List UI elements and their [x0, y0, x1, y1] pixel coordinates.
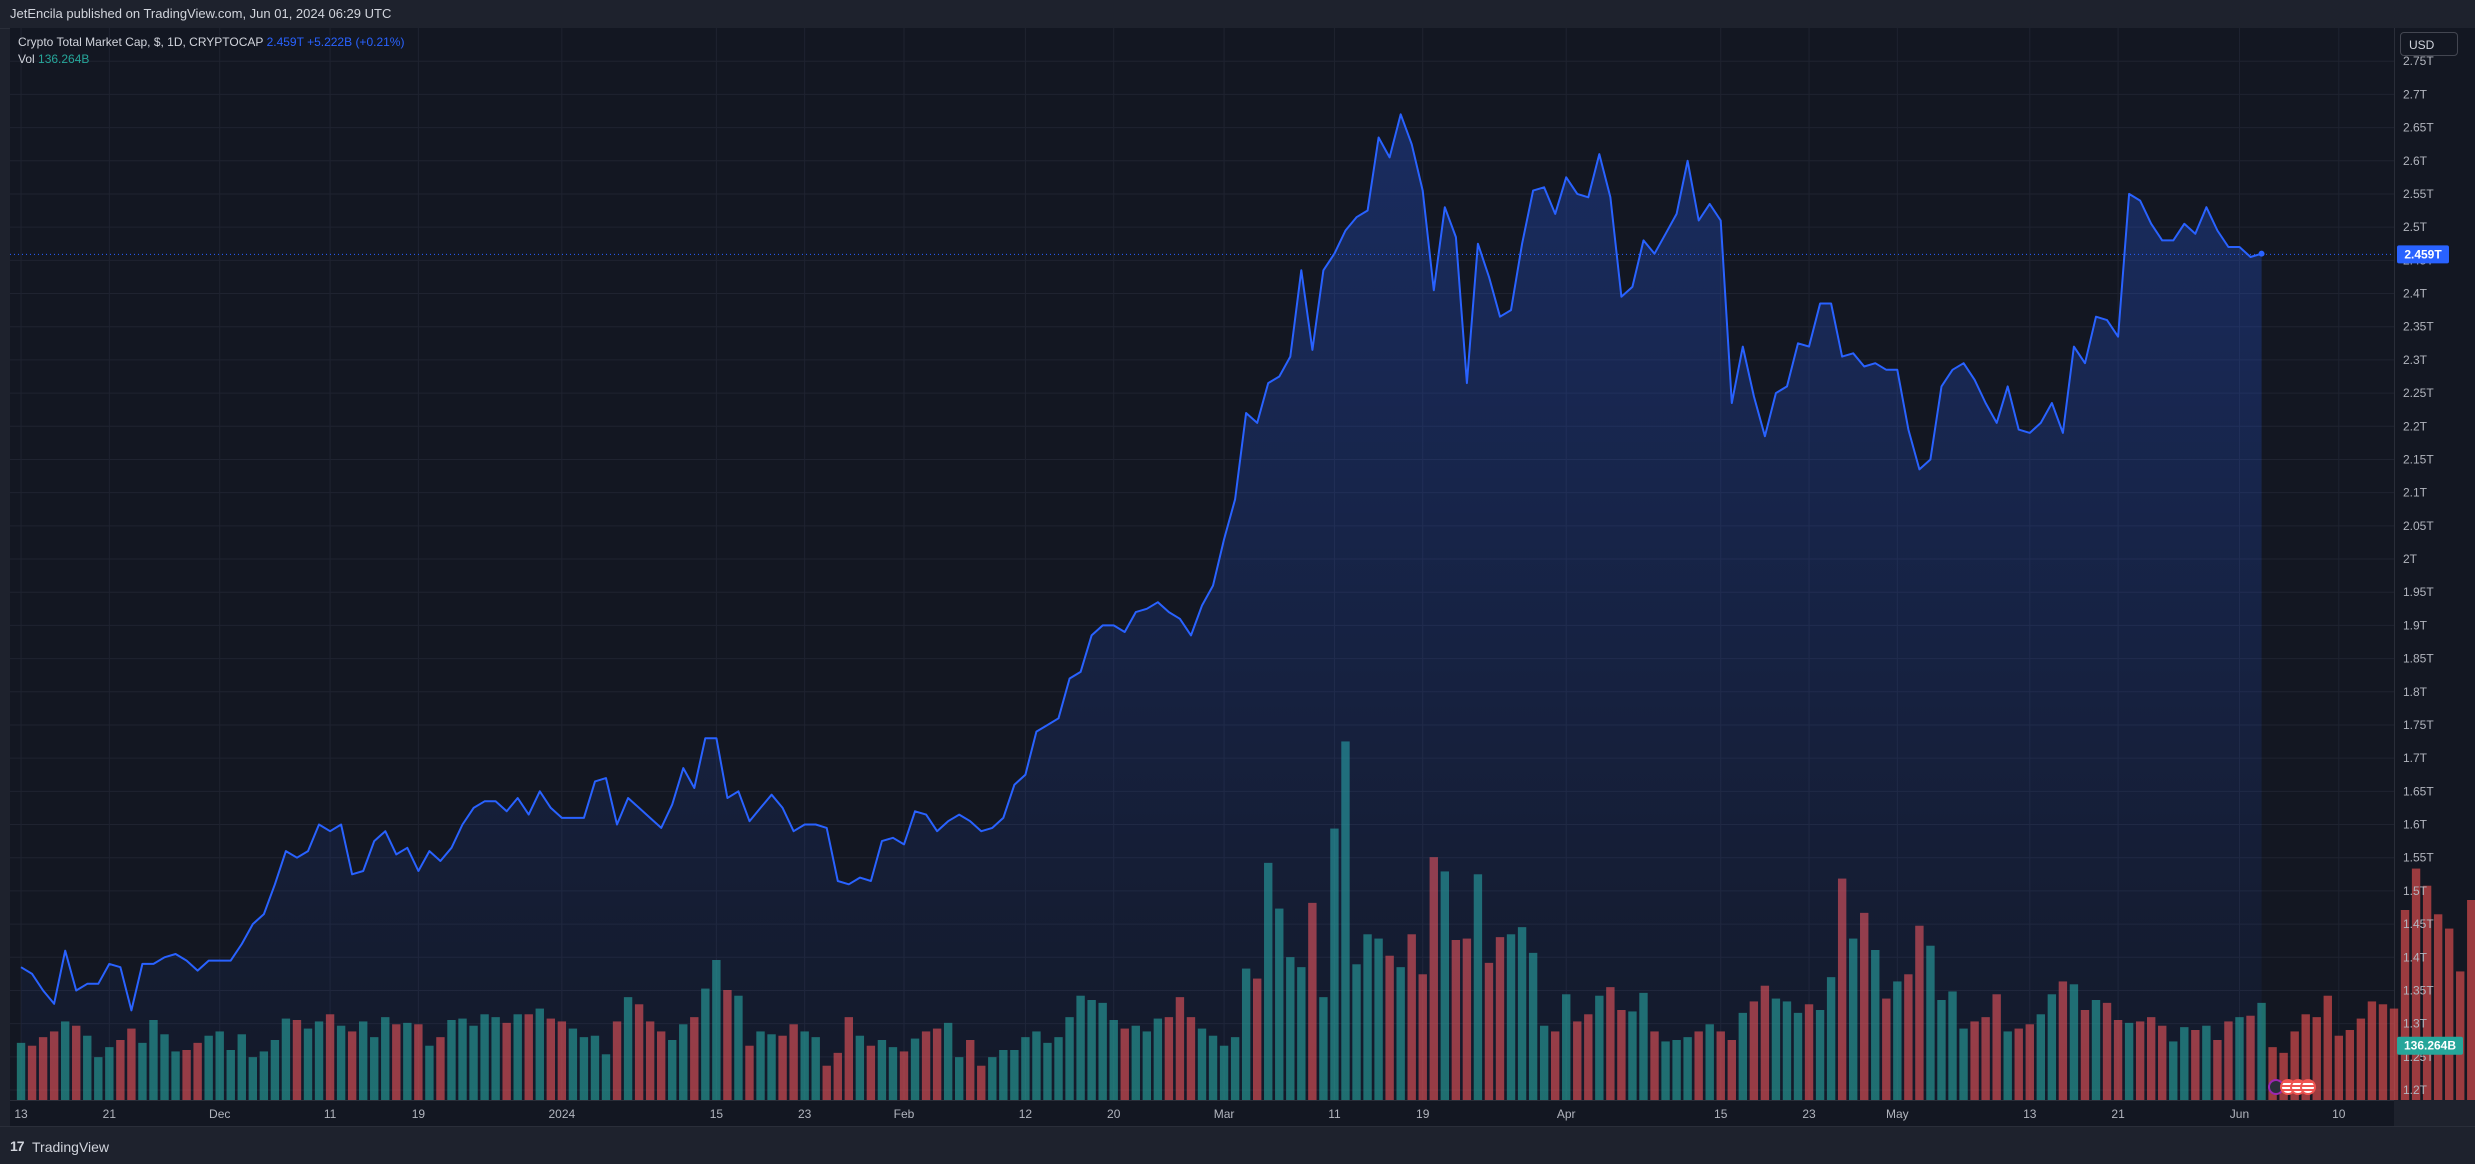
- y-tick-label: 2.75T: [2403, 54, 2434, 68]
- x-tick-label: 13: [14, 1107, 28, 1121]
- chart-legend: Crypto Total Market Cap, $, 1D, CRYPTOCA…: [18, 34, 404, 68]
- legend-vol-value: 136.264B: [38, 52, 90, 66]
- x-tick-label: 15: [710, 1107, 724, 1121]
- currency-button[interactable]: USD: [2400, 32, 2458, 56]
- x-tick-labels: 13 21 Dec 11 19 2024 15 23 Feb 12 20 Mar 11 19 Apr 15 23…: [14, 1107, 2345, 1121]
- y-tick-label: 2.15T: [2403, 452, 2434, 466]
- y-tick-label: 2.3T: [2403, 353, 2428, 367]
- footer: 17 TradingView: [0, 1126, 2475, 1164]
- volume-bar: [2456, 971, 2465, 1100]
- y-tick-label: 2.65T: [2403, 121, 2434, 135]
- x-tick-label: Mar: [1214, 1107, 1235, 1121]
- x-tick-label: 11: [1328, 1107, 1341, 1121]
- legend-change: +5.222B (+0.21%): [307, 35, 405, 49]
- x-tick-label: 19: [1416, 1107, 1430, 1121]
- volume-bar: [2444, 928, 2454, 1100]
- x-tick-label: Jun: [2230, 1107, 2249, 1121]
- y-tick-label: 1.45T: [2403, 917, 2434, 931]
- legend-last-value: 2.459T: [266, 35, 304, 49]
- x-tick-label: May: [1886, 1107, 1909, 1121]
- x-tick-label: Apr: [1557, 1107, 1576, 1121]
- footer-brand[interactable]: TradingView: [32, 1139, 110, 1155]
- volume-bar: [2411, 868, 2421, 1100]
- y-tick-label: 1.65T: [2403, 784, 2434, 798]
- last-price-badge-text: 2.459T: [2404, 247, 2442, 261]
- price-line: [20, 113, 2262, 1012]
- x-tick-label: Feb: [894, 1107, 915, 1121]
- volume-bar: [2323, 995, 2332, 1100]
- volume-bar: [2378, 1004, 2388, 1100]
- x-tick-label: 2024: [549, 1107, 576, 1121]
- x-tick-label: 10: [2332, 1107, 2346, 1121]
- price-area: [20, 113, 2265, 1101]
- x-tick-label: 23: [1802, 1107, 1816, 1121]
- axis-badges: 2.459T 136.264B: [2397, 245, 2463, 1055]
- y-tick-label: 1.35T: [2403, 983, 2434, 997]
- tradingview-logo-icon[interactable]: 17: [10, 1138, 25, 1154]
- y-tick-label: 2.4T: [2403, 287, 2428, 301]
- y-tick-label: 1.6T: [2403, 818, 2428, 832]
- x-tick-label: 19: [412, 1107, 426, 1121]
- volume-bar: [2312, 1017, 2321, 1100]
- legend-title: Crypto Total Market Cap, $, 1D, CRYPTOCA…: [18, 35, 264, 49]
- volume-bar: [2290, 1031, 2299, 1100]
- y-tick-label: 2.7T: [2403, 87, 2428, 101]
- y-tick-labels: 1.2T1.25T1.3T1.35T1.4T1.45T1.5T1.55T1.6T…: [2403, 54, 2434, 1097]
- volume-bar: [2433, 914, 2443, 1100]
- volume-bar: [2268, 1047, 2277, 1100]
- y-tick-label: 1.4T: [2403, 950, 2428, 964]
- y-tick-label: 2.35T: [2403, 320, 2434, 334]
- x-tick-label: 23: [798, 1107, 812, 1121]
- y-tick-label: 1.55T: [2403, 851, 2434, 865]
- x-tick-label: 15: [1714, 1107, 1728, 1121]
- y-tick-label: 2.6T: [2403, 154, 2428, 168]
- y-tick-label: 1.7T: [2403, 751, 2428, 765]
- y-tick-label: 2.1T: [2403, 486, 2428, 500]
- published-text: JetEncila published on TradingView.com, …: [10, 6, 392, 21]
- volume-badge-text: 136.264B: [2404, 1039, 2456, 1053]
- volume-bar: [2422, 885, 2432, 1100]
- x-tick-label: 21: [103, 1107, 117, 1121]
- x-tick-label: 12: [1019, 1107, 1033, 1121]
- x-tick-label: 13: [2023, 1107, 2037, 1121]
- x-tick-label: 20: [1107, 1107, 1121, 1121]
- volume-bar: [2467, 900, 2475, 1100]
- volume-bar: [2301, 1014, 2310, 1100]
- legend-vol-label: Vol: [18, 52, 35, 66]
- volume-bar: [2345, 1030, 2355, 1100]
- y-tick-label: 1.85T: [2403, 652, 2434, 666]
- last-price-badge: [2397, 245, 2449, 264]
- y-tick-label: 2.2T: [2403, 419, 2428, 433]
- y-tick-label: 1.3T: [2403, 1017, 2428, 1031]
- volume-bar: [2367, 1001, 2377, 1100]
- y-tick-label: 2.55T: [2403, 187, 2434, 201]
- x-tick-label: 21: [2111, 1107, 2125, 1121]
- y-tick-label: 1.95T: [2403, 585, 2434, 599]
- volume-bar: [2400, 910, 2410, 1100]
- y-tick-label: 1.2T: [2403, 1083, 2428, 1097]
- x-tick-label: 11: [324, 1107, 337, 1121]
- time-axis[interactable]: [10, 1100, 2394, 1127]
- volume-bar: [2279, 1052, 2288, 1100]
- x-tick-label: Dec: [209, 1107, 230, 1121]
- last-point: [2258, 250, 2265, 257]
- us-flag-icon[interactable]: [2300, 1079, 2316, 1095]
- y-tick-label: 1.75T: [2403, 718, 2434, 732]
- volume-bar: [2334, 1035, 2344, 1100]
- y-tick-label: 1.9T: [2403, 618, 2428, 632]
- volume-bar: [2389, 1008, 2399, 1100]
- price-area-fill: [21, 114, 2262, 1101]
- y-tick-label: 1.8T: [2403, 685, 2428, 699]
- y-tick-label: 2.5T: [2403, 220, 2428, 234]
- y-tick-label: 2.25T: [2403, 386, 2434, 400]
- y-tick-label: 1.5T: [2403, 884, 2428, 898]
- volume-bar: [2356, 1018, 2366, 1100]
- y-tick-label: 2T: [2403, 552, 2418, 566]
- y-tick-label: 2.05T: [2403, 519, 2434, 533]
- volume-badge: [2397, 1036, 2463, 1055]
